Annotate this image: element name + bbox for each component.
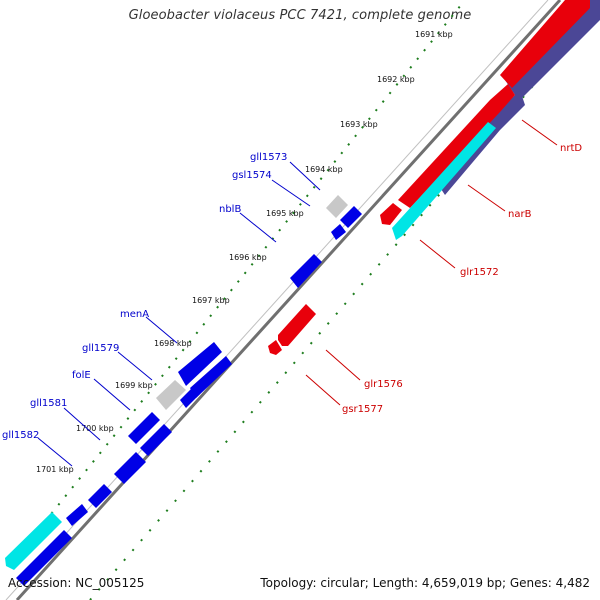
feature-fole2 bbox=[140, 424, 172, 456]
tick-1692: 1692 kbp bbox=[377, 75, 415, 84]
reverse-leaders bbox=[37, 161, 321, 467]
feature-gsl1574b bbox=[331, 224, 346, 240]
accession-text: Accession: NC_005125 bbox=[8, 576, 145, 590]
feature-nblb bbox=[290, 254, 322, 288]
backbone-outer bbox=[15, 0, 562, 600]
tick-scale-line bbox=[9, 0, 466, 566]
tick-1691: 1691 kbp bbox=[415, 30, 453, 39]
tick-1700: 1700 kbp bbox=[76, 424, 114, 433]
feature-gll1579 bbox=[156, 380, 186, 410]
tick-1696: 1696 kbp bbox=[229, 253, 267, 262]
tick-1697: 1697 kbp bbox=[192, 296, 230, 305]
label-gll1582: gll1582 bbox=[2, 430, 39, 441]
feature-nrtd-shade bbox=[505, 0, 600, 100]
label-gsr1577: gsr1577 bbox=[342, 404, 383, 415]
tick-labels: 1691 kbp 1692 kbp 1693 kbp 1694 kbp 1695… bbox=[36, 30, 453, 474]
feature-glr1572 bbox=[392, 122, 496, 240]
genome-summary: Topology: circular; Length: 4,659,019 bp… bbox=[260, 576, 590, 590]
feature-narb bbox=[398, 84, 515, 208]
feature-gsr1577 bbox=[268, 340, 282, 355]
backbone-inner bbox=[5, 0, 549, 600]
tick-1695: 1695 kbp bbox=[266, 209, 304, 218]
gc-dotted-line bbox=[89, 7, 600, 600]
label-gll1581: gll1581 bbox=[30, 398, 67, 409]
feature-gll1582b bbox=[66, 504, 88, 526]
label-nblb: nblB bbox=[219, 204, 241, 215]
tick-1694: 1694 kbp bbox=[305, 165, 343, 174]
feature-gll1573 bbox=[326, 195, 348, 218]
feature-glr1572-red bbox=[380, 203, 402, 225]
feature-gll1579b bbox=[180, 386, 200, 408]
feature-gll1582a bbox=[88, 484, 112, 508]
reverse-labels: gll1573 gsl1574 nblB menA gll1579 folE g… bbox=[2, 152, 287, 441]
forward-labels: nrtD narB glr1572 glr1576 gsr1577 bbox=[342, 143, 582, 415]
forward-leaders bbox=[305, 119, 558, 406]
label-gll1573: gll1573 bbox=[250, 152, 287, 163]
label-gll1579: gll1579 bbox=[82, 343, 119, 354]
label-narb: narB bbox=[508, 209, 532, 220]
feature-mena2 bbox=[190, 356, 232, 398]
label-mena: menA bbox=[120, 309, 149, 320]
label-fole: folE bbox=[72, 370, 91, 381]
feature-glr1576 bbox=[278, 304, 316, 346]
label-glr1576: glr1576 bbox=[364, 379, 403, 390]
label-nrtd: nrtD bbox=[560, 143, 582, 154]
tick-1699: 1699 kbp bbox=[115, 381, 153, 390]
tick-1693: 1693 kbp bbox=[340, 120, 378, 129]
feature-mena bbox=[178, 342, 222, 386]
label-glr1572: glr1572 bbox=[460, 267, 499, 278]
feature-fole bbox=[128, 412, 160, 444]
tick-1701: 1701 kbp bbox=[36, 465, 74, 474]
feature-nrtd bbox=[500, 0, 590, 88]
feature-gll1582-rna bbox=[5, 512, 62, 570]
map-title: Gloeobacter violaceus PCC 7421, complete… bbox=[128, 8, 472, 23]
feature-gll1581 bbox=[114, 452, 146, 484]
label-gsl1574: gsl1574 bbox=[232, 170, 272, 181]
feature-gsl1574 bbox=[340, 206, 362, 228]
feature-gll1582c bbox=[16, 530, 72, 586]
tick-1698: 1698 kbp bbox=[154, 339, 192, 348]
